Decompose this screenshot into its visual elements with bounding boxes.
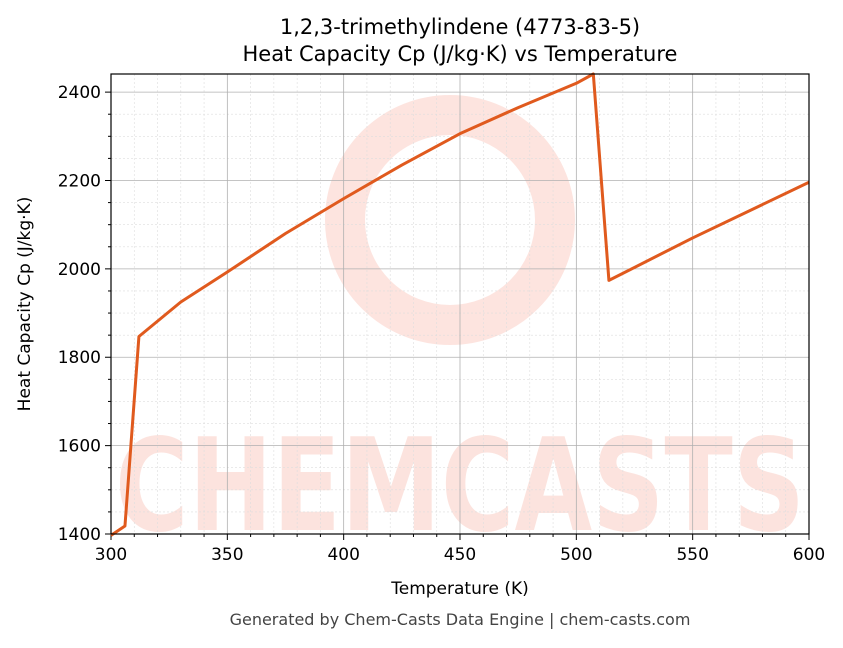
x-tick-label: 550: [676, 545, 708, 565]
y-axis-label: Heat Capacity Cp (J/kg·K): [15, 197, 35, 412]
x-tick-label: 600: [793, 545, 825, 565]
x-tick-label: 500: [560, 545, 592, 565]
x-axis-label: Temperature (K): [390, 579, 529, 599]
y-tick-label: 1800: [58, 348, 101, 368]
chart-subtitle: Heat Capacity Cp (J/kg·K) vs Temperature: [243, 42, 678, 66]
series-line-cp: [110, 72, 810, 537]
plot-frame: [110, 73, 810, 535]
y-tick-label: 2400: [58, 83, 101, 103]
y-tick-label: 2000: [58, 260, 101, 280]
x-tick-label: 400: [327, 545, 359, 565]
footer-credit: Generated by Chem-Casts Data Engine | ch…: [230, 610, 691, 629]
chart-title: 1,2,3-trimethylindene (4773-83-5): [280, 15, 640, 39]
y-tick-label: 2200: [58, 171, 101, 191]
y-tick-label: 1400: [58, 525, 101, 545]
y-tick-label: 1600: [58, 437, 101, 457]
x-tick-label: 350: [211, 545, 243, 565]
x-tick-label: 300: [95, 545, 127, 565]
x-tick-label: 450: [444, 545, 476, 565]
